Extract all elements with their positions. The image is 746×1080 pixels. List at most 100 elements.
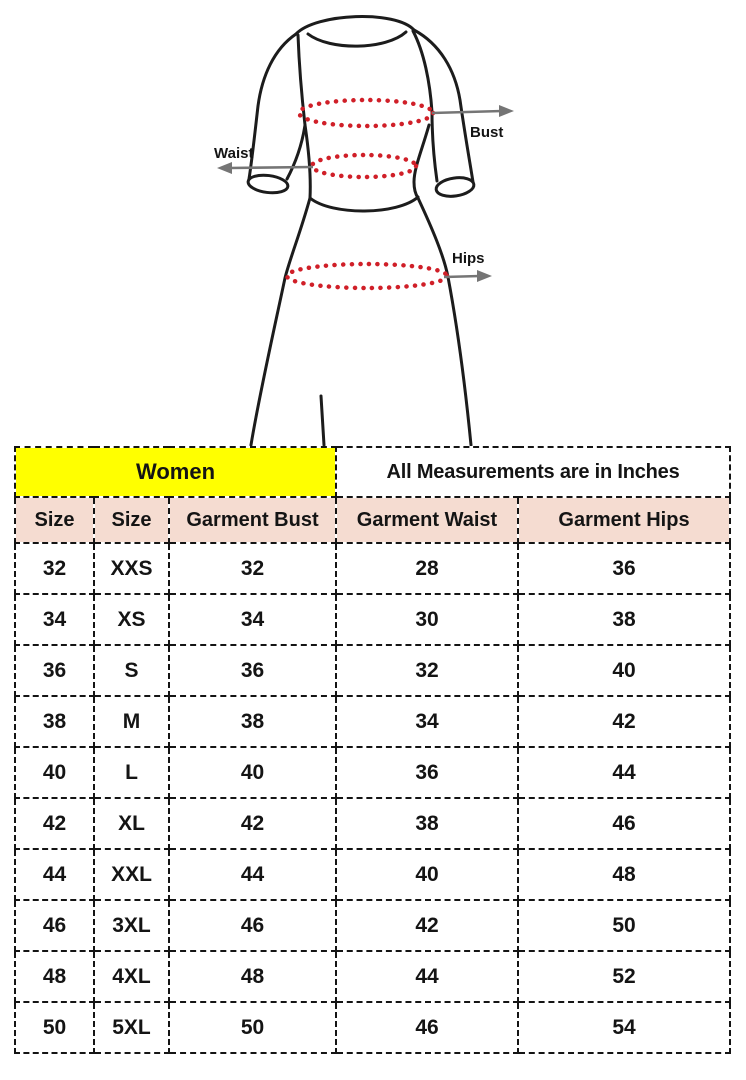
cell-size-number: 42: [14, 797, 95, 850]
cell-size-letter: XL: [93, 797, 170, 850]
cell-size-number: 50: [14, 1001, 95, 1054]
dress-measurement-diagram: Bust Waist Hips: [0, 0, 746, 446]
cell-waist: 38: [335, 797, 519, 850]
hips-measure-ellipse: [284, 261, 450, 291]
table-row: 32 XXS 32 28 36: [14, 542, 732, 595]
left-sleeve-inner: [285, 123, 307, 181]
table-row: 48 4XL 48 44 52: [14, 950, 732, 1003]
group-header-row: Women All Measurements are in Inches: [14, 446, 732, 498]
table-row: 44 XXL 44 40 48: [14, 848, 732, 901]
col-header-garment-waist: Garment Waist: [335, 496, 519, 544]
neckline-inner-line: [306, 30, 408, 48]
cell-waist: 46: [335, 1001, 519, 1054]
bust-arrow: [431, 109, 503, 115]
cell-size-number: 32: [14, 542, 95, 595]
waist-seam: [308, 195, 420, 213]
cell-size-letter: XS: [93, 593, 170, 646]
cell-waist: 36: [335, 746, 519, 799]
cell-bust: 46: [168, 899, 337, 952]
cell-size-letter: M: [93, 695, 170, 748]
cell-bust: 36: [168, 644, 337, 697]
cell-size-number: 38: [14, 695, 95, 748]
left-armhole-seam: [296, 33, 307, 127]
table-row: 36 S 36 32 40: [14, 644, 732, 697]
cell-size-letter: 3XL: [93, 899, 170, 952]
cell-size-number: 34: [14, 593, 95, 646]
bust-measure-ellipse: [296, 97, 436, 129]
cell-bust: 42: [168, 797, 337, 850]
cell-size-number: 40: [14, 746, 95, 799]
cell-size-letter: 5XL: [93, 1001, 170, 1054]
table-row: 40 L 40 36 44: [14, 746, 732, 799]
collar-outer-line: [294, 15, 416, 36]
cell-hips: 54: [516, 1001, 732, 1054]
cell-waist: 44: [335, 950, 519, 1003]
cell-size-letter: L: [93, 746, 170, 799]
bust-label: Bust: [470, 124, 503, 141]
bodice-right-side: [412, 123, 431, 200]
col-header-garment-hips: Garment Hips: [516, 496, 732, 544]
column-header-row: Size Size Garment Bust Garment Waist Gar…: [14, 496, 732, 544]
cell-size-letter: 4XL: [93, 950, 170, 1003]
dress-illustration: Bust Waist Hips: [214, 15, 514, 446]
cell-hips: 36: [516, 542, 732, 595]
waist-measure-ellipse: [309, 152, 419, 180]
skirt-center-slit: [319, 394, 326, 446]
skirt-left-edge: [249, 196, 312, 446]
cell-waist: 30: [335, 593, 519, 646]
cell-hips: 52: [516, 950, 732, 1003]
left-sleeve-outer: [247, 32, 298, 181]
bodice-left-side: [303, 123, 312, 200]
cell-waist: 34: [335, 695, 519, 748]
cell-waist: 28: [335, 542, 519, 595]
cell-bust: 34: [168, 593, 337, 646]
cell-size-letter: S: [93, 644, 170, 697]
women-group-header: Women: [14, 446, 337, 498]
left-cuff: [246, 173, 290, 195]
cell-hips: 42: [516, 695, 732, 748]
cell-size-letter: XXS: [93, 542, 170, 595]
cell-bust: 50: [168, 1001, 337, 1054]
waist-arrowhead-icon: [217, 162, 232, 174]
cell-hips: 50: [516, 899, 732, 952]
table-row: 50 5XL 50 46 54: [14, 1001, 732, 1054]
right-cuff: [434, 176, 476, 198]
cell-size-number: 36: [14, 644, 95, 697]
cell-size-number: 44: [14, 848, 95, 901]
skirt-right-edge: [416, 196, 473, 446]
col-header-size-letter: Size: [93, 496, 170, 544]
hips-arrowhead-icon: [477, 270, 492, 282]
cell-size-number: 46: [14, 899, 95, 952]
cell-waist: 40: [335, 848, 519, 901]
waist-arrow: [228, 165, 314, 170]
cell-bust: 38: [168, 695, 337, 748]
cell-hips: 46: [516, 797, 732, 850]
size-chart-table: Women All Measurements are in Inches Siz…: [14, 446, 732, 1054]
cell-size-letter: XXL: [93, 848, 170, 901]
cell-waist: 42: [335, 899, 519, 952]
cell-size-number: 48: [14, 950, 95, 1003]
waist-label: Waist: [214, 145, 253, 162]
right-sleeve-outer: [412, 28, 475, 184]
table-row: 46 3XL 46 42 50: [14, 899, 732, 952]
cell-hips: 38: [516, 593, 732, 646]
cell-hips: 40: [516, 644, 732, 697]
cell-hips: 44: [516, 746, 732, 799]
table-row: 34 XS 34 30 38: [14, 593, 732, 646]
cell-bust: 40: [168, 746, 337, 799]
bust-arrowhead-icon: [499, 105, 514, 117]
cell-waist: 32: [335, 644, 519, 697]
table-row: 38 M 38 34 42: [14, 695, 732, 748]
right-sleeve-inner: [430, 110, 439, 183]
cell-bust: 44: [168, 848, 337, 901]
right-armhole-seam: [411, 29, 434, 114]
col-header-garment-bust: Garment Bust: [168, 496, 337, 544]
cell-bust: 32: [168, 542, 337, 595]
hips-label: Hips: [452, 250, 485, 267]
units-group-header: All Measurements are in Inches: [334, 446, 732, 498]
table-row: 42 XL 42 38 46: [14, 797, 732, 850]
col-header-size-number: Size: [14, 496, 95, 544]
hips-arrow: [443, 274, 481, 279]
cell-bust: 48: [168, 950, 337, 1003]
cell-hips: 48: [516, 848, 732, 901]
